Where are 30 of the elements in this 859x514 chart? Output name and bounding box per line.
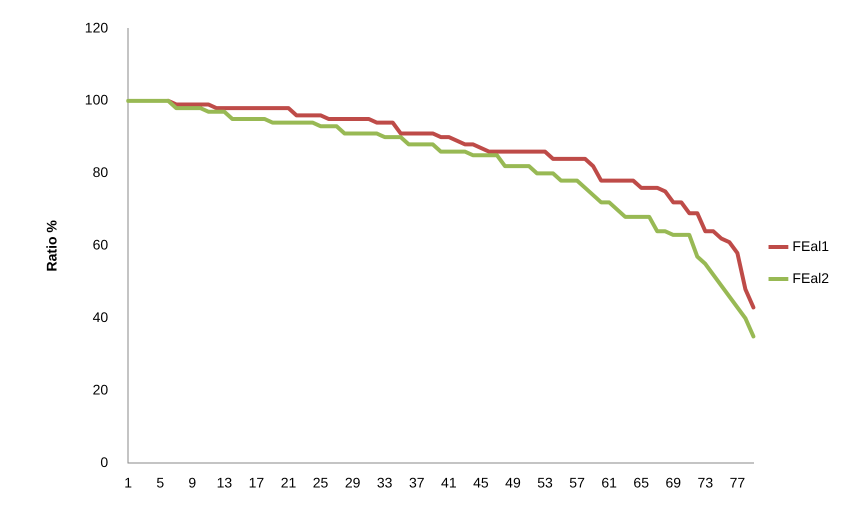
y-tick-label: 100 <box>84 92 108 108</box>
x-tick-label: 9 <box>188 474 196 490</box>
y-axis-title: Ratio % <box>43 220 60 272</box>
y-tick-label: 20 <box>92 382 108 398</box>
y-tick-label: 80 <box>92 164 108 180</box>
x-tick-label: 73 <box>698 474 714 490</box>
x-tick-label: 13 <box>216 474 232 490</box>
x-tick-label: 45 <box>473 474 489 490</box>
x-tick-label: 17 <box>248 474 264 490</box>
x-tick-label: 29 <box>344 474 361 490</box>
x-tick-label: 25 <box>312 474 329 490</box>
y-tick-label: 120 <box>84 19 108 36</box>
x-tick-label: 41 <box>441 474 457 490</box>
legend-label: FEal2 <box>792 270 830 286</box>
x-tick-label: 37 <box>408 474 425 490</box>
x-tick-label: 49 <box>505 474 521 490</box>
legend-label: FEal1 <box>792 238 830 254</box>
x-tick-label: 61 <box>601 474 618 490</box>
x-tick-label: 33 <box>376 474 393 490</box>
x-tick-label: 21 <box>280 474 296 490</box>
x-tick-label: 65 <box>633 474 650 490</box>
x-tick-label: 69 <box>665 474 682 490</box>
x-tick-label: 57 <box>569 474 586 490</box>
x-tick-label: 77 <box>730 474 746 490</box>
y-tick-label: 60 <box>92 236 108 253</box>
x-tick-label: 5 <box>156 474 164 490</box>
x-tick-label: 53 <box>537 474 553 490</box>
y-tick-label: 0 <box>100 454 108 470</box>
y-tick-label: 40 <box>92 309 108 326</box>
x-tick-label: 1 <box>124 474 132 490</box>
